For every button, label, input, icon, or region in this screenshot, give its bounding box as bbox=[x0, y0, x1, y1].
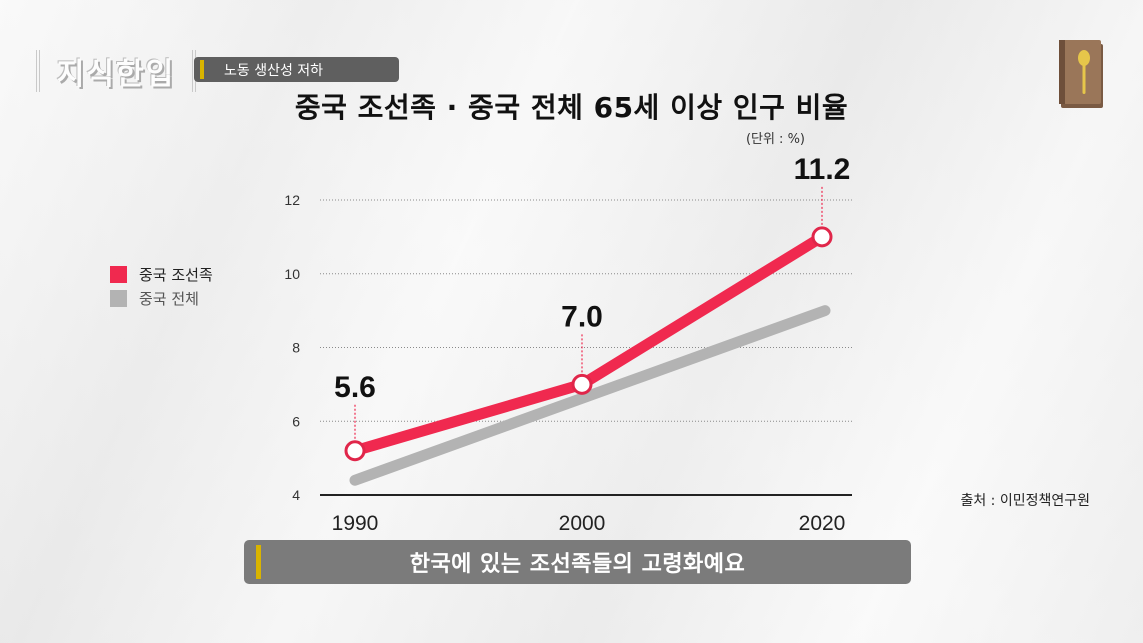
legend-label: 중국 조선족 bbox=[139, 265, 213, 284]
caption-text: 한국에 있는 조선족들의 고령화예요 bbox=[409, 552, 746, 577]
caption-accent-bar bbox=[256, 545, 261, 579]
legend-swatch-red bbox=[110, 265, 127, 283]
series-line-joseonjok bbox=[349, 231, 828, 457]
tag-accent-bar bbox=[200, 60, 204, 79]
legend-item-joseonjok: 중국 조선족 bbox=[110, 262, 213, 286]
source-note: 출처 : 이민정책연구원 bbox=[960, 493, 1090, 509]
y-tick-label: 10 bbox=[284, 266, 300, 282]
y-tick-label: 8 bbox=[292, 340, 300, 356]
legend-swatch-gray bbox=[110, 289, 127, 307]
legend-item-china-total: 중국 전체 bbox=[110, 286, 213, 310]
y-tick-label: 6 bbox=[292, 413, 300, 429]
legend: 중국 조선족 중국 전체 bbox=[110, 262, 213, 310]
legend-label: 중국 전체 bbox=[139, 289, 199, 308]
x-tick-label: 2000 bbox=[559, 512, 606, 535]
series-line-china-total bbox=[349, 305, 831, 486]
data-point-marker bbox=[571, 373, 593, 395]
book-with-spoon-icon bbox=[1059, 40, 1103, 108]
x-tick-label: 2020 bbox=[799, 512, 846, 535]
chart-title: 중국 조선족 · 중국 전체 65세 이상 인구 비율 bbox=[294, 91, 849, 124]
topic-tag-label: 노동 생산성 저하 bbox=[224, 62, 324, 79]
y-tick-label: 4 bbox=[292, 487, 300, 503]
data-label: 11.2 bbox=[794, 153, 851, 186]
unit-label: (단위 : %) bbox=[745, 132, 805, 147]
topic-tag: 노동 생산성 저하 bbox=[194, 57, 399, 82]
subtitle-caption: 한국에 있는 조선족들의 고령화예요 bbox=[244, 540, 911, 584]
data-point-marker bbox=[344, 440, 366, 462]
data-label: 5.6 bbox=[334, 371, 376, 404]
channel-logo: 지식한입 bbox=[36, 50, 196, 92]
data-label: 7.0 bbox=[561, 300, 603, 333]
logo-text: 지식한입 bbox=[56, 57, 176, 92]
x-tick-label: 1990 bbox=[332, 512, 379, 535]
y-tick-label: 12 bbox=[284, 192, 300, 208]
data-point-marker bbox=[811, 226, 833, 248]
